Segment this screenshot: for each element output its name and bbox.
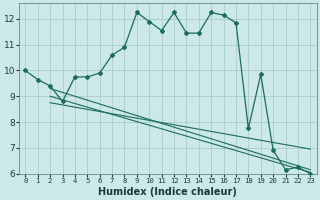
X-axis label: Humidex (Indice chaleur): Humidex (Indice chaleur): [98, 187, 237, 197]
